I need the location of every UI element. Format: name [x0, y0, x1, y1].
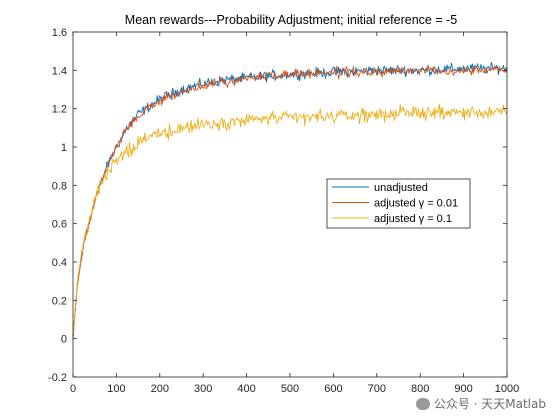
x-tick-label: 0 [70, 383, 76, 395]
y-tick-label: 1.6 [52, 27, 67, 39]
legend: unadjusted adjusted γ = 0.01 adjusted γ = … [326, 178, 471, 229]
y-tick-label: 1.2 [52, 104, 67, 116]
series-layer [72, 62, 508, 341]
y-tick-label: 0.2 [52, 295, 67, 307]
y-tick-label: 0.4 [52, 257, 67, 269]
series-line-1 [72, 64, 508, 338]
axes-layer: 0 100 200 300 400 500 600 700 800 900 1000-0.200.2… [48, 27, 519, 395]
legend-label-1: adjusted γ = 0.01 [374, 198, 458, 210]
x-tick-label: 800 [411, 383, 429, 395]
y-tick-label: 0 [61, 334, 67, 346]
y-tick-label: 0.6 [52, 219, 67, 231]
x-tick-label: 900 [454, 383, 472, 395]
wechat-icon [415, 397, 430, 410]
x-tick-label: 500 [281, 383, 299, 395]
y-tick-label: 1.4 [52, 65, 67, 77]
x-tick-label: 200 [151, 383, 169, 395]
legend-label-2: adjusted γ = 0.1 [374, 213, 452, 225]
y-tick-label: -0.2 [48, 372, 67, 384]
y-tick-label: 1 [61, 142, 67, 154]
watermark: 公众号 · 天天Matlab [415, 395, 546, 412]
legend-label-0: unadjusted [374, 182, 428, 194]
x-tick-label: 600 [324, 383, 342, 395]
y-tick-label: 0.8 [52, 180, 67, 192]
series-line-2 [72, 103, 508, 341]
x-tick-label: 700 [368, 383, 386, 395]
x-tick-label: 100 [107, 383, 125, 395]
watermark-text: 公众号 · 天天Matlab [433, 397, 546, 411]
chart-title: Mean rewards---Probability Adjustment; i… [125, 13, 457, 27]
series-line-0 [72, 62, 508, 339]
x-tick-label: 300 [194, 383, 212, 395]
x-tick-label: 1000 [495, 383, 519, 395]
x-tick-label: 400 [237, 383, 255, 395]
